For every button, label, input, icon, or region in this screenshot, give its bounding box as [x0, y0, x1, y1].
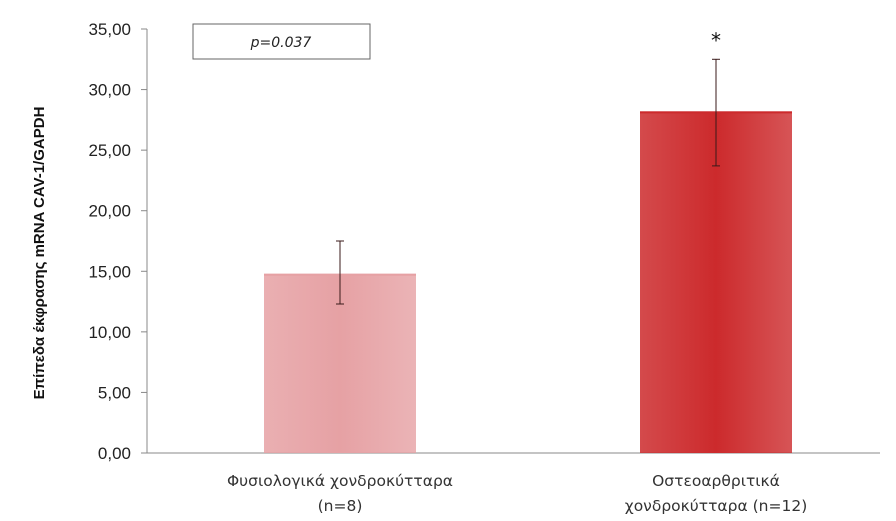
bars [264, 58, 792, 454]
y-tick-label: 15,00 [88, 262, 131, 281]
p-value-box [192, 23, 371, 60]
y-tick-label: 35,00 [88, 20, 131, 39]
category-labels: Φυσιολογικά χονδροκύτταρα (n=8) Οστεοαρθρι… [227, 472, 807, 515]
category-label: (n=8) [318, 497, 363, 515]
y-tick-label: 25,00 [88, 141, 131, 160]
bar [640, 111, 792, 454]
y-axis: 0,00 5,00 10,00 15,00 20,00 25,00 30,00 35,00 [88, 20, 880, 463]
y-tick-label: 0,00 [98, 444, 131, 463]
p-value-annotation: p=0.037 [250, 35, 312, 51]
y-tick-label: 20,00 [88, 202, 131, 221]
category-label: χονδροκύτταρα (n=12) [625, 497, 808, 515]
y-tick-label: 5,00 [98, 383, 131, 402]
y-axis-label: Επίπεδα έκφρασης mRNA CAV-1/GAPDH [31, 107, 48, 400]
category-label: Φυσιολογικά χονδροκύτταρα [227, 472, 453, 490]
y-tick-label: 10,00 [88, 323, 131, 342]
significance-marker: * [711, 28, 721, 52]
y-tick-label: 30,00 [88, 81, 131, 100]
category-label: Οστεοαρθριτικά [652, 472, 780, 490]
